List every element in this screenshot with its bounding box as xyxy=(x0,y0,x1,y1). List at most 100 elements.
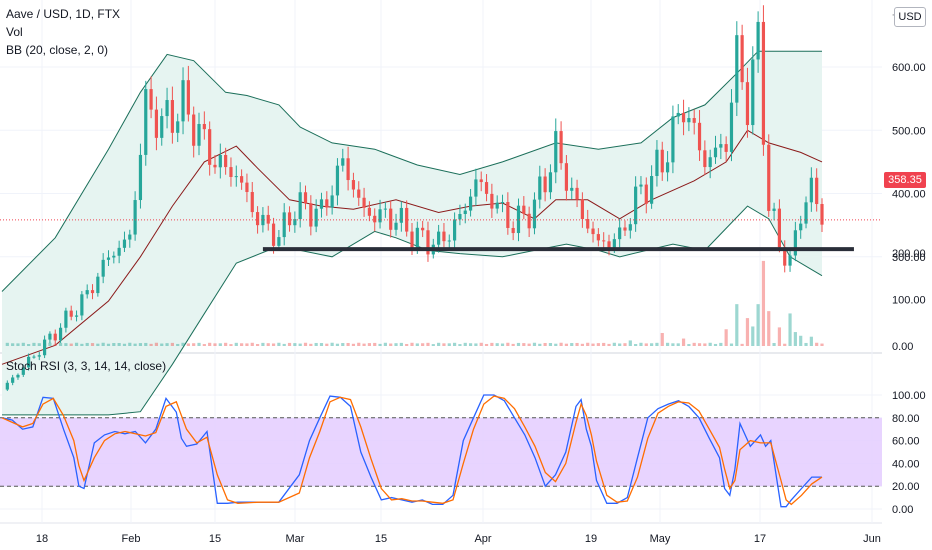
symbol-legend[interactable]: Aave / USD, 1D, FTX xyxy=(6,7,121,21)
candle-body xyxy=(793,230,797,256)
stoch-tick-label: 60.00 xyxy=(892,436,920,448)
volume-bar xyxy=(644,343,648,346)
volume-bar xyxy=(607,343,611,346)
candle-body xyxy=(522,205,526,214)
candle-body xyxy=(612,239,616,248)
candle-body xyxy=(650,176,654,204)
price-tick-label: 600.00 xyxy=(892,62,926,74)
candle-body xyxy=(229,167,233,177)
volume-bar xyxy=(154,342,159,346)
volume-bar xyxy=(405,343,409,346)
volume-bar xyxy=(463,342,467,346)
volume-bar xyxy=(447,343,451,346)
volume-bar xyxy=(586,342,590,346)
volume-bar xyxy=(431,344,435,346)
candle-body xyxy=(500,202,505,204)
volume-bar xyxy=(319,343,324,346)
volume-bar xyxy=(176,343,180,346)
volume-bar xyxy=(117,342,121,346)
volume-bar xyxy=(602,342,606,346)
candle-body xyxy=(192,114,196,146)
candle-body xyxy=(181,80,185,122)
volume-bar xyxy=(309,343,313,346)
candle-body xyxy=(618,227,622,240)
volume-bar xyxy=(37,343,41,346)
volume-bar xyxy=(293,343,297,346)
candle-body xyxy=(511,227,515,234)
candle-body xyxy=(490,193,494,209)
volume-bar xyxy=(745,318,750,346)
candle-body xyxy=(351,180,356,190)
volume-bar xyxy=(548,343,553,346)
volume-bars xyxy=(5,260,824,346)
volume-legend[interactable]: Vol xyxy=(6,25,23,39)
volume-bar xyxy=(719,342,723,346)
volume-bar xyxy=(234,342,238,346)
candle-body xyxy=(708,157,712,168)
candle-body xyxy=(655,149,659,177)
volume-bar xyxy=(772,342,776,346)
candle-body xyxy=(165,100,169,117)
candle-body xyxy=(346,158,350,181)
bollinger-legend[interactable]: BB (20, close, 2, 0) xyxy=(6,43,109,57)
volume-bar xyxy=(64,343,68,346)
volume-bar xyxy=(122,343,127,346)
volume-bar xyxy=(367,343,371,346)
stoch-rsi-legend[interactable]: Stoch RSI (3, 3, 14, 14, close) xyxy=(6,359,167,373)
candle-body xyxy=(144,89,148,155)
volume-bar xyxy=(655,342,659,346)
volume-bar xyxy=(426,342,430,346)
volume-bar xyxy=(341,343,345,346)
volume-bar xyxy=(21,342,25,346)
volume-bar xyxy=(186,343,190,346)
volume-bar xyxy=(106,343,111,346)
time-tick-label: Feb xyxy=(122,533,141,545)
volume-bar xyxy=(96,343,100,346)
candle-body xyxy=(27,356,31,368)
candle-body xyxy=(740,35,744,83)
candle-body xyxy=(628,224,632,231)
candle-body xyxy=(266,214,270,224)
volume-bar xyxy=(85,342,89,346)
volume-bar xyxy=(490,342,494,346)
candle-body xyxy=(101,259,105,277)
volume-bar xyxy=(767,311,771,346)
candle-body xyxy=(367,207,371,216)
candle-body xyxy=(373,215,377,223)
candle-body xyxy=(735,35,739,103)
volume-bar xyxy=(5,342,9,346)
volume-bar xyxy=(240,343,244,346)
candle-body xyxy=(788,255,792,266)
stoch-tick-label: 40.00 xyxy=(892,458,920,470)
candle-body xyxy=(197,123,201,146)
volume-bar xyxy=(138,343,143,346)
volume-bar xyxy=(554,343,558,346)
volume-bar xyxy=(522,343,526,346)
volume-bar xyxy=(362,343,366,346)
volume-bar xyxy=(277,342,281,346)
volume-bar xyxy=(298,343,302,346)
volume-bar xyxy=(149,343,153,346)
volume-bar xyxy=(58,342,63,346)
candle-body xyxy=(415,227,419,248)
candle-body xyxy=(639,184,643,187)
currency-button[interactable]: USD xyxy=(894,7,926,27)
volume-bar xyxy=(458,344,462,346)
candle-body xyxy=(293,219,297,226)
candle-body xyxy=(58,327,63,341)
volume-bar xyxy=(697,343,702,346)
candle-body xyxy=(5,382,9,390)
volume-bar xyxy=(468,343,473,346)
candle-body xyxy=(106,257,111,260)
candle-body xyxy=(213,164,217,168)
volume-bar xyxy=(133,343,137,346)
volume-bar xyxy=(346,342,350,346)
candle-body xyxy=(548,172,553,193)
candle-body xyxy=(527,213,531,229)
volume-bar xyxy=(303,342,308,346)
volume-bar xyxy=(761,260,766,346)
candle-body xyxy=(575,187,579,200)
volume-bar xyxy=(261,342,265,346)
candle-body xyxy=(660,149,664,173)
